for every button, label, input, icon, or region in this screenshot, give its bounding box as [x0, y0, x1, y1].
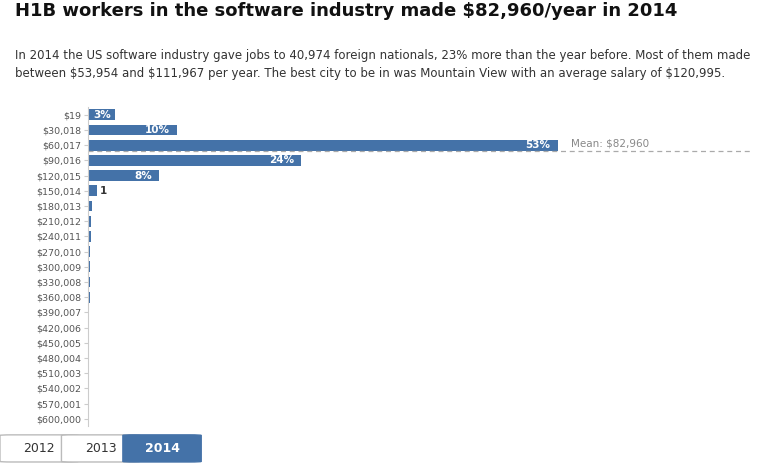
Bar — [88, 292, 90, 302]
Bar — [88, 231, 91, 242]
Text: 2014: 2014 — [144, 442, 180, 455]
Bar — [88, 337, 89, 348]
Text: 10%: 10% — [145, 125, 170, 135]
Bar — [88, 170, 159, 181]
Bar — [88, 276, 90, 288]
Bar — [88, 352, 89, 363]
Text: 53%: 53% — [525, 140, 551, 150]
Bar — [88, 246, 91, 257]
Bar — [88, 124, 177, 136]
Bar — [88, 261, 90, 272]
Bar — [88, 200, 92, 212]
Text: 2012: 2012 — [23, 442, 55, 455]
Text: 8%: 8% — [134, 171, 152, 181]
Bar — [88, 185, 98, 196]
Text: 24%: 24% — [269, 155, 294, 165]
Bar — [88, 155, 301, 166]
Text: Mean: $82,960: Mean: $82,960 — [571, 138, 649, 148]
FancyBboxPatch shape — [123, 435, 201, 462]
Text: 3%: 3% — [94, 110, 111, 120]
Bar — [88, 368, 89, 379]
Text: 1: 1 — [100, 186, 107, 196]
Bar — [88, 140, 558, 151]
Text: In 2014 the US software industry gave jobs to 40,974 foreign nationals, 23% more: In 2014 the US software industry gave jo… — [15, 49, 750, 80]
FancyBboxPatch shape — [61, 435, 140, 462]
Bar — [88, 322, 89, 333]
Bar — [88, 110, 115, 120]
Text: H1B workers in the software industry made $82,960/year in 2014: H1B workers in the software industry mad… — [15, 2, 677, 20]
Text: 2013: 2013 — [84, 442, 117, 455]
FancyBboxPatch shape — [0, 435, 78, 462]
Bar — [88, 307, 89, 318]
Bar — [88, 216, 91, 226]
